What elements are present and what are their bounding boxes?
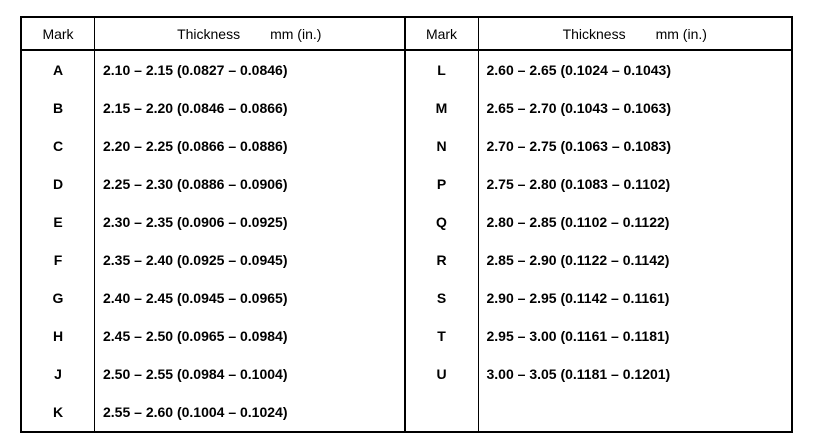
empty-cell: [478, 393, 792, 432]
header-unit: mm (in.): [270, 25, 322, 42]
thickness-cell: 2.75 – 2.80 (0.1083 – 0.1102): [486, 176, 671, 192]
mark-cell: R: [404, 241, 479, 279]
thickness-cell: 2.55 – 2.60 (0.1004 – 0.1024): [94, 393, 406, 432]
thickness-cell: 3.00 – 3.05 (0.1181 – 0.1201): [486, 366, 671, 382]
header-text: Thickness: [177, 25, 241, 42]
header-row: Mark Thickness mm (in.) Mark Thickness mm …: [21, 17, 792, 51]
mark-cell: A: [21, 50, 95, 89]
mark-cell: M: [404, 89, 479, 127]
table-body: A 2.10 – 2.15 (0.0827 – 0.0846) L 2.60 – 2.…: [21, 50, 792, 432]
mark-cell: H: [21, 317, 95, 355]
thickness-cell: 2.90 – 2.95 (0.1142 – 0.1161): [486, 290, 670, 306]
header-cell: Thickness mm (in.): [478, 17, 792, 51]
thickness-cell: 2.40 – 2.45 (0.0945 – 0.0965): [94, 279, 406, 317]
mark-cell: K: [21, 393, 95, 432]
thickness-cell: 2.50 – 2.55 (0.0984 – 0.1004): [94, 355, 406, 393]
thickness-cell: 2.85 – 2.90 (0.1122 – 0.1142): [486, 252, 670, 268]
table-row: G 2.40 – 2.45 (0.0945 – 0.0965) S 2.90 – 2.…: [21, 279, 792, 317]
table-row: E 2.30 – 2.35 (0.0906 – 0.0925) Q 2.80 – 2.…: [21, 203, 792, 241]
mark-cell: L: [404, 50, 479, 89]
mark-cell: E: [21, 203, 95, 241]
header-cell: Mark: [21, 17, 95, 51]
thickness-cell: 2.65 – 2.70 (0.1043 – 0.1063): [486, 100, 671, 116]
table-row: F 2.35 – 2.40 (0.0925 – 0.0945) R 2.85 – 2.…: [21, 241, 792, 279]
mark-cell: T: [404, 317, 479, 355]
header-text: Thickness: [562, 25, 626, 42]
thickness-cell: 2.60 – 2.65 (0.1024 – 0.1043): [486, 62, 671, 78]
table-row: H 2.45 – 2.50 (0.0965 – 0.0984) T 2.95 – 3.…: [21, 317, 792, 355]
table-row: A 2.10 – 2.15 (0.0827 – 0.0846) L 2.60 – 2.…: [21, 50, 792, 89]
mark-cell: N: [404, 127, 479, 165]
thickness-cell: 2.15 – 2.20 (0.0846 – 0.0866): [94, 89, 406, 127]
mark-cell: B: [21, 89, 95, 127]
thickness-cell: 2.30 – 2.35 (0.0906 – 0.0925): [94, 203, 406, 241]
thickness-cell: 2.10 – 2.15 (0.0827 – 0.0846): [94, 50, 406, 89]
mark-cell: P: [404, 165, 479, 203]
mark-cell: G: [21, 279, 95, 317]
mark-cell: C: [21, 127, 95, 165]
header-cell: Thickness mm (in.): [94, 17, 406, 51]
table-header: Mark Thickness mm (in.) Mark Thickness mm …: [21, 17, 792, 51]
thickness-cell: 2.45 – 2.50 (0.0965 – 0.0984): [94, 317, 406, 355]
mark-cell: D: [21, 165, 95, 203]
thickness-cell: 2.80 – 2.85 (0.1102 – 0.1122): [486, 214, 670, 230]
thickness-cell: 2.20 – 2.25 (0.0866 – 0.0886): [94, 127, 406, 165]
mark-cell: F: [21, 241, 95, 279]
header-unit: mm (in.): [655, 25, 707, 42]
empty-cell: [404, 393, 479, 432]
table-row: B 2.15 – 2.20 (0.0846 – 0.0866) M 2.65 – 2.…: [21, 89, 792, 127]
table-row: C 2.20 – 2.25 (0.0866 – 0.0886) N 2.70 – 2.…: [21, 127, 792, 165]
mark-cell: Q: [404, 203, 479, 241]
table-row: K 2.55 – 2.60 (0.1004 – 0.1024): [21, 393, 792, 432]
table-row: D 2.25 – 2.30 (0.0886 – 0.0906) P 2.75 – 2.…: [21, 165, 792, 203]
table-row: J 2.50 – 2.55 (0.0984 – 0.1004) U 3.00 – 3.…: [21, 355, 792, 393]
mark-cell: J: [21, 355, 95, 393]
header-cell: Mark: [404, 17, 479, 51]
mark-cell: S: [404, 279, 479, 317]
thickness-table: Mark Thickness mm (in.) Mark Thickness mm …: [20, 16, 793, 433]
thickness-cell: 2.95 – 3.00 (0.1161 – 0.1181): [486, 328, 670, 344]
mark-cell: U: [404, 355, 479, 393]
thickness-cell: 2.35 – 2.40 (0.0925 – 0.0945): [94, 241, 406, 279]
thickness-cell: 2.70 – 2.75 (0.1063 – 0.1083): [486, 138, 671, 154]
thickness-cell: 2.25 – 2.30 (0.0886 – 0.0906): [94, 165, 406, 203]
